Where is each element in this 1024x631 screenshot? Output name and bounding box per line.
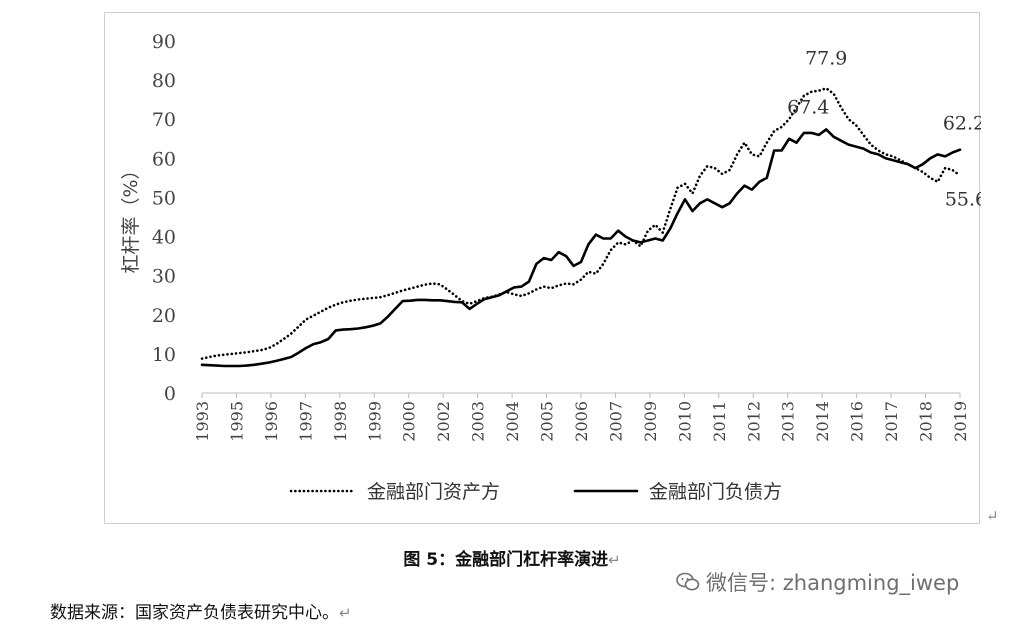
x-tick-label: 2004: [503, 401, 522, 442]
x-tick-label: 1993: [193, 401, 212, 442]
wechat-icon: [676, 572, 700, 591]
x-tick-label: 2016: [848, 401, 867, 442]
x-tick-label: 2018: [917, 401, 936, 442]
data-label: 67.4: [787, 96, 829, 118]
series-line-0: [200, 87, 962, 360]
x-tick-label: 2009: [641, 401, 660, 442]
watermark: 微信号: zhangming_iwep: [676, 567, 959, 597]
x-tick-label: 2012: [744, 401, 763, 442]
y-tick-label: 10: [152, 344, 176, 366]
return-mark-frame: ↵: [986, 507, 999, 525]
return-mark-caption: ↵: [608, 551, 621, 569]
x-tick-label: 2006: [572, 401, 591, 442]
x-tick-label: 2000: [400, 401, 419, 442]
x-tick-label: 2005: [538, 401, 557, 442]
x-tick-label: 1996: [262, 401, 281, 442]
legend-label-1: 金融部门负债方: [649, 481, 782, 503]
y-axis-label: 杠杆率（%）: [120, 160, 142, 273]
line-chart: 0 10 20 30 40 50 60 70 80 90 1993 1995 1996 1997 1998…: [120, 31, 981, 503]
x-tick-label: 2011: [710, 401, 729, 442]
y-axis-label-text: 杠杆率（%）: [120, 160, 142, 273]
x-tick-label: 2002: [434, 401, 453, 442]
y-tick-label: 90: [152, 31, 176, 53]
figure-caption: 图 5：金融部门杠杆率演进↵: [0, 545, 1024, 570]
series-lines: [200, 87, 962, 368]
x-tick-label: 1999: [365, 401, 384, 442]
watermark-text: 微信号: zhangming_iwep: [706, 571, 960, 595]
data-label: 77.9: [805, 47, 847, 69]
return-mark-source: ↵: [339, 604, 352, 622]
x-tick-label: 2010: [675, 401, 694, 442]
y-tick-label: 60: [152, 148, 176, 170]
x-tick-label: 2013: [779, 401, 798, 442]
x-tick-label: 2003: [469, 401, 488, 442]
chart-frame: 0 10 20 30 40 50 60 70 80 90 1993 1995 1996 1997 1998…: [104, 12, 981, 524]
y-tick-labels: 0 10 20 30 40 50 60 70 80 90: [152, 31, 176, 405]
data-label: 55.6: [945, 189, 981, 211]
y-tick-label: 50: [152, 187, 176, 209]
y-tick-label: 70: [152, 109, 176, 131]
x-tick-label: 2017: [882, 401, 901, 442]
legend-label-0: 金融部门资产方: [367, 481, 500, 503]
y-tick-label: 40: [152, 227, 176, 249]
data-labels: 77.9 55.6 67.4 62.2: [787, 47, 981, 210]
series-line-1: [200, 128, 962, 368]
figure-caption-text: 图 5：金融部门杠杆率演进: [403, 550, 609, 570]
x-tick-label: 2007: [606, 401, 625, 442]
x-tick-labels: 1993 1995 1996 1997 1998 1999 2000 2002 2003 2004…: [193, 393, 970, 442]
data-source-text: 数据来源：国家资产负债表研究中心。: [50, 603, 339, 623]
y-tick-label: 20: [152, 305, 176, 327]
y-tick-label: 80: [152, 70, 176, 92]
data-source-note: 数据来源：国家资产负债表研究中心。↵: [50, 598, 352, 623]
x-tick-label: 2014: [813, 401, 832, 442]
data-label: 62.2: [943, 113, 981, 135]
x-tick-label: 2019: [951, 401, 970, 442]
x-tick-label: 1995: [227, 401, 246, 442]
y-tick-label: 0: [164, 383, 176, 405]
x-tick-label: 1998: [331, 401, 350, 442]
legend: 金融部门资产方 金融部门负债方: [289, 481, 782, 503]
y-tick-label: 30: [152, 266, 176, 288]
x-tick-label: 1997: [296, 401, 315, 442]
